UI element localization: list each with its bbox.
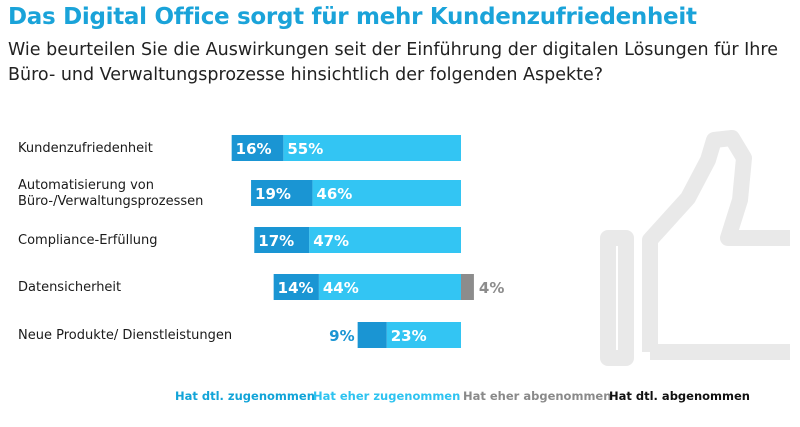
bar-segment — [254, 227, 310, 253]
bar-segment — [231, 135, 284, 161]
data-label: 14% — [278, 279, 314, 297]
bar-segment — [318, 274, 461, 300]
bar-segment — [312, 180, 461, 206]
category-label: Kundenzufriedenheit — [18, 141, 153, 156]
category-label: Büro-/Verwaltungsprozessen — [18, 194, 203, 209]
bar-segment — [273, 274, 319, 300]
data-label: 4% — [479, 279, 504, 297]
bar-segment — [309, 227, 461, 253]
data-label: 23% — [391, 327, 427, 345]
legend-item: Hat dtl. abgenommen — [609, 389, 750, 403]
data-label: 19% — [255, 185, 291, 203]
category-label: Neue Produkte/ Dienstleistungen — [18, 328, 232, 343]
legend-item: Hat eher zugenommen — [313, 389, 460, 403]
data-label: 44% — [323, 279, 359, 297]
plot-area: Kundenzufriedenheit 16% 55% Automatisierung… — [18, 135, 504, 348]
bar-segment — [251, 180, 313, 206]
bar-segment — [283, 135, 461, 161]
data-label: 9% — [329, 327, 354, 345]
bar-segment — [386, 322, 461, 348]
chart-subtitle: Wie beurteilen Sie die Auswirkungen seit… — [8, 40, 778, 85]
data-label: 47% — [313, 232, 349, 250]
category-label: Compliance-Erfüllung — [18, 233, 158, 248]
category-label: Datensicherheit — [18, 280, 121, 295]
data-label: 46% — [316, 185, 352, 203]
thumbs-up-icon — [600, 130, 790, 366]
chart-title: Das Digital Office sorgt für mehr Kunden… — [8, 4, 697, 30]
data-label: 17% — [258, 232, 294, 250]
data-label: 55% — [287, 140, 323, 158]
data-label: 16% — [236, 140, 272, 158]
legend-item: Hat dtl. zugenommen — [175, 389, 315, 403]
bar-segment — [461, 274, 474, 300]
legend-item: Hat eher abgenommen — [463, 389, 611, 403]
bar-segment — [357, 322, 387, 348]
category-label: Automatisierung von — [18, 178, 154, 193]
